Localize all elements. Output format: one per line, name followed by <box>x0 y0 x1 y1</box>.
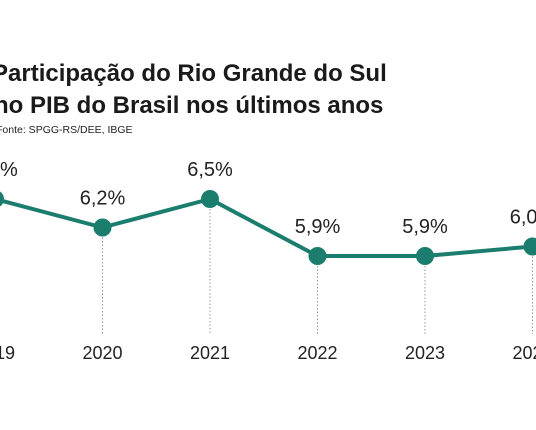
value-label-2019: 6,5% <box>0 159 18 181</box>
value-label-2024: 6,0% <box>510 207 536 229</box>
data-point-2023 <box>416 247 434 265</box>
value-label-2023: 5,9% <box>402 216 448 238</box>
data-point-2019 <box>0 191 4 207</box>
x-tick-label-2023: 2023 <box>405 343 445 363</box>
data-point-2020 <box>93 218 112 237</box>
data-point-2022 <box>308 247 327 265</box>
series-line <box>0 197 535 258</box>
x-tick-label-2020: 2020 <box>82 343 122 363</box>
chart-title-line-1: Participação do Rio Grande do Sul <box>0 60 387 87</box>
x-tick-label-2022: 2022 <box>297 343 337 363</box>
value-label-2020: 6,2% <box>80 188 126 210</box>
data-point-2021 <box>201 190 219 208</box>
chart-source: Fonte: SPGG-RS/DEE, IBGE <box>0 124 133 136</box>
chart-title: Participação do Rio Grande do Sul no PIB… <box>0 58 536 122</box>
x-tick-label-2019: 2019 <box>0 343 15 363</box>
x-tick-label-2021: 2021 <box>190 343 230 363</box>
chart-title-line-2: no PIB do Brasil nos últimos anos <box>0 92 384 119</box>
data-point-2024 <box>523 237 536 256</box>
value-label-2021: 6,5% <box>187 159 233 181</box>
value-label-2022: 5,9% <box>295 216 341 238</box>
x-tick-label-2024: 2024 <box>512 343 536 363</box>
